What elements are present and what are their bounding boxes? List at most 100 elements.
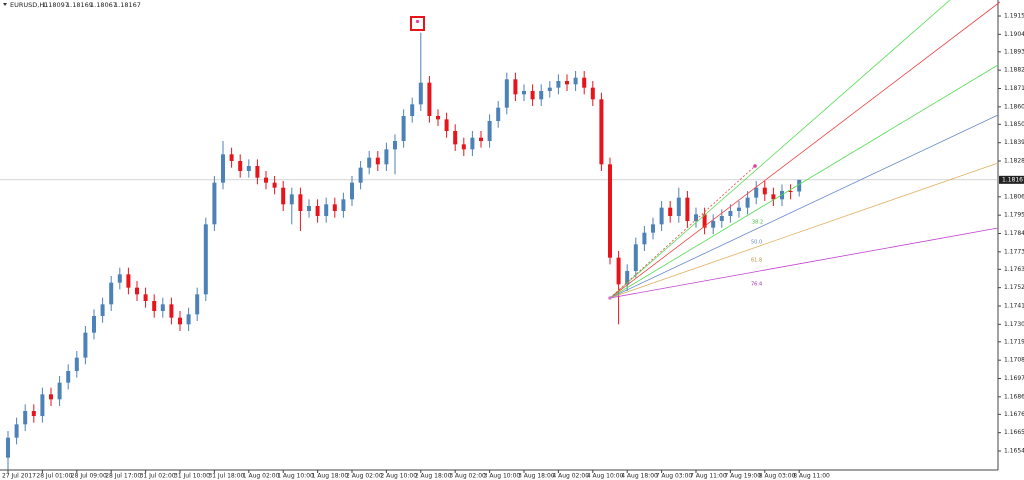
candle-body <box>341 199 346 211</box>
candle-body <box>737 207 741 211</box>
candle-body <box>633 244 638 271</box>
candle-body <box>307 206 311 211</box>
candle-body <box>212 182 217 225</box>
candle-body <box>676 197 681 216</box>
candle-body <box>616 257 621 285</box>
candle-body <box>246 166 251 171</box>
candle-body <box>642 232 647 245</box>
fan-label: 76.4 <box>751 282 762 288</box>
menu-arrow[interactable] <box>3 3 7 6</box>
candle-body <box>573 77 578 85</box>
candle-body <box>410 104 415 116</box>
candle-body <box>152 301 157 311</box>
candle-body <box>711 221 716 228</box>
candle-body <box>126 274 131 288</box>
y-tick-label: 1.17520 <box>1004 284 1024 291</box>
header-low: 1.18067 <box>90 1 117 9</box>
y-tick-label: 1.18500 <box>1004 121 1024 128</box>
fan-anchor <box>608 296 612 300</box>
candle-body <box>83 332 88 358</box>
y-tick-label: 1.16975 <box>1004 375 1024 382</box>
x-tick-label: 28 Jul 17:00 <box>105 473 141 480</box>
x-tick-label: 2 Aug 02:00 <box>346 473 383 480</box>
candle-body <box>92 316 96 333</box>
x-tick-label: 8 Aug 11:00 <box>793 473 830 480</box>
y-tick-label: 1.18715 <box>1004 85 1024 92</box>
candle-body <box>74 357 79 371</box>
candle-body <box>728 211 733 216</box>
candle-body <box>358 167 363 183</box>
candle-body <box>659 207 664 225</box>
fan-line <box>609 227 999 299</box>
x-tick-label: 4 Aug 18:00 <box>621 473 658 480</box>
candle-body <box>109 282 114 305</box>
candle-body <box>797 179 802 192</box>
x-tick-label: 31 Jul 02:00 <box>140 473 176 480</box>
candle-body <box>453 131 458 145</box>
x-tick-label: 3 Aug 10:00 <box>484 473 521 480</box>
y-tick-label: 1.17195 <box>1004 338 1024 345</box>
candle-body <box>298 194 303 211</box>
y-tick-label: 1.17845 <box>1004 230 1024 237</box>
highlight-box <box>410 16 425 31</box>
candle-body <box>57 382 62 400</box>
candle-body <box>160 304 165 311</box>
y-tick-label: 1.18280 <box>1004 158 1024 165</box>
candle-body <box>229 154 234 161</box>
candle-body <box>289 194 294 205</box>
y-tick-label: 1.16540 <box>1004 448 1024 455</box>
candle-body <box>590 87 595 100</box>
candle-body <box>788 191 793 192</box>
fan-line <box>609 1 1001 299</box>
x-tick-label: 28 Jul 09:00 <box>71 473 107 480</box>
candle-body <box>556 81 561 88</box>
candle-body <box>195 294 200 315</box>
y-tick-label: 1.18605 <box>1004 103 1024 110</box>
candle-body <box>31 411 36 416</box>
candle-body <box>496 107 501 121</box>
candle-body <box>754 187 759 198</box>
x-tick-label: 4 Aug 10:00 <box>587 473 624 480</box>
y-tick-label: 1.17085 <box>1004 357 1024 364</box>
candle-body <box>384 149 389 165</box>
header-high: 1.18169 <box>66 1 93 9</box>
candle-body <box>427 82 432 116</box>
y-tick-label: 1.18935 <box>1004 48 1024 55</box>
candle-body <box>272 182 277 188</box>
x-tick-label: 31 Jul 10:00 <box>174 473 210 480</box>
candle-body <box>461 144 466 150</box>
x-tick-label: 7 Aug 03:00 <box>656 473 693 480</box>
y-tick-label: 1.17955 <box>1004 212 1024 219</box>
fan-point <box>753 164 757 168</box>
fan-line <box>609 64 999 299</box>
y-tick-label: 1.17410 <box>1004 303 1024 310</box>
candle-body <box>694 214 698 221</box>
x-tick-label: 3 Aug 18:00 <box>518 473 555 480</box>
y-tick-label: 1.17300 <box>1004 321 1024 328</box>
x-tick-label: 7 Aug 19:00 <box>724 473 761 480</box>
candle-body <box>66 371 71 383</box>
marker <box>415 19 420 24</box>
candle-body <box>135 287 139 295</box>
y-tick-label: 1.19150 <box>1004 13 1024 20</box>
candle-body <box>332 204 337 211</box>
x-tick-label: 2 Aug 10:00 <box>380 473 417 480</box>
candle-body <box>178 317 182 325</box>
x-tick-label: 3 Aug 02:00 <box>449 473 486 480</box>
candle-body <box>367 157 372 168</box>
candle-body <box>651 224 655 233</box>
header-open: 1.18097 <box>42 1 69 9</box>
candle-body <box>504 79 509 108</box>
candle-body <box>186 314 191 325</box>
candle-body <box>350 182 354 200</box>
fan-line <box>609 114 999 299</box>
candle-body <box>668 207 673 216</box>
trend-line <box>609 165 756 299</box>
candle-body <box>745 197 750 208</box>
candle-body <box>393 141 397 150</box>
candle-body <box>49 394 53 400</box>
candle-body <box>479 137 483 141</box>
